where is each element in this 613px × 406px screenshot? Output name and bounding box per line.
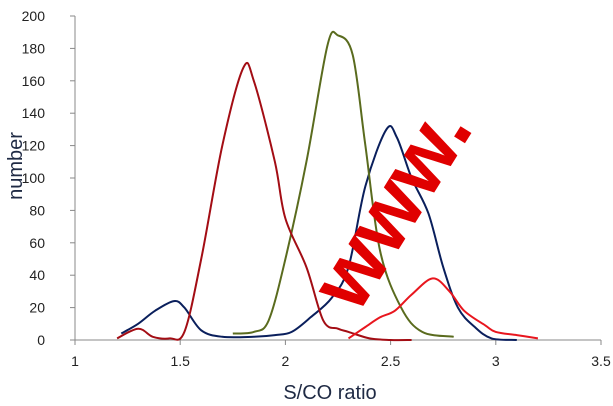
x-tick-label: 3.5 <box>591 353 611 369</box>
y-tick-label: 100 <box>22 170 46 186</box>
series-layer <box>116 30 539 342</box>
series-line-4 <box>347 277 539 340</box>
y-axis-title: number <box>5 132 27 200</box>
y-tick-label: 120 <box>22 138 46 154</box>
series-line-1 <box>120 125 517 341</box>
series-line-3 <box>116 62 412 342</box>
y-tick-label: 140 <box>22 105 46 121</box>
axes: 1 1.5 2 2.5 3 3.5 0 20 40 60 80 100 120 140 160 180 200 <box>22 8 611 369</box>
x-tick-label: 2.5 <box>381 353 401 369</box>
x-ticks: 1 1.5 2 2.5 3 3.5 <box>71 340 611 369</box>
x-tick-label: 1.5 <box>170 353 190 369</box>
y-tick-label: 60 <box>29 235 45 251</box>
x-tick-label: 2 <box>282 353 290 369</box>
y-tick-label: 20 <box>29 300 45 316</box>
x-tick-label: 3 <box>492 353 500 369</box>
series-line-2 <box>232 30 454 338</box>
y-tick-label: 0 <box>37 332 45 348</box>
y-tick-label: 80 <box>29 202 45 218</box>
y-tick-label: 160 <box>22 73 46 89</box>
x-axis-title: S/CO ratio <box>283 382 376 404</box>
watermark: www. <box>291 87 490 326</box>
y-tick-label: 40 <box>29 267 45 283</box>
y-tick-label: 200 <box>22 8 46 24</box>
y-tick-label: 180 <box>22 40 46 56</box>
x-tick-label: 1 <box>71 353 79 369</box>
y-ticks: 0 20 40 60 80 100 120 140 160 180 200 <box>22 8 75 348</box>
